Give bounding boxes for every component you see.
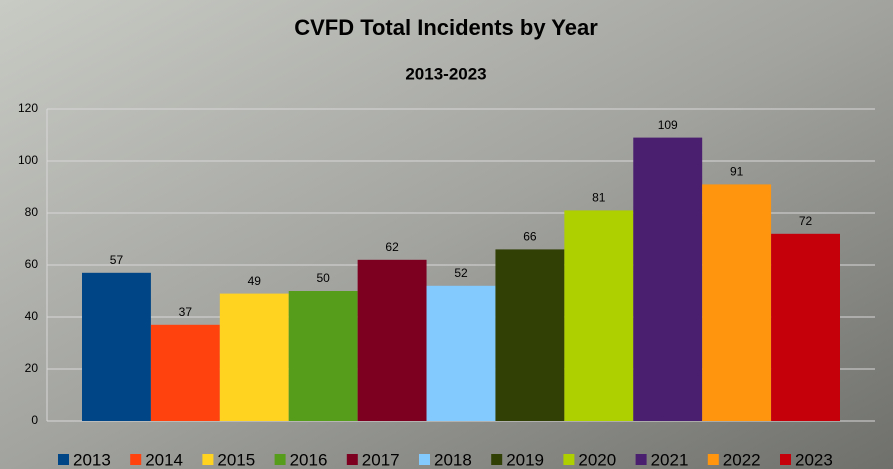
- legend-label: 2014: [145, 450, 183, 469]
- legend-swatch: [202, 454, 214, 465]
- value-label: 49: [248, 274, 262, 288]
- legend-swatch: [491, 454, 503, 465]
- legend-label: 2016: [290, 450, 328, 469]
- bar: [288, 291, 358, 421]
- legend-label: 2018: [434, 450, 472, 469]
- bar: [633, 137, 703, 421]
- y-tick-label: 120: [18, 101, 38, 115]
- chart-title: CVFD Total Incidents by Year: [294, 15, 598, 40]
- legend-label: 2019: [506, 450, 544, 469]
- bar: [426, 285, 496, 421]
- legend-swatch: [635, 454, 647, 465]
- legend-swatch: [780, 454, 791, 465]
- bar: [150, 324, 220, 421]
- value-label: 50: [317, 271, 331, 285]
- value-label: 66: [523, 230, 537, 244]
- y-tick-label: 0: [31, 413, 38, 427]
- legend-label: 2022: [723, 450, 761, 469]
- bar: [82, 272, 151, 421]
- value-label: 91: [730, 165, 744, 179]
- legend-label: 2023: [795, 450, 833, 469]
- legend-swatch: [58, 454, 69, 465]
- bar: [702, 184, 772, 421]
- legend-swatch: [130, 454, 142, 465]
- legend-swatch: [707, 454, 719, 465]
- bar: [771, 233, 840, 421]
- value-label: 62: [385, 240, 399, 254]
- legend-swatch: [419, 454, 430, 465]
- y-tick-label: 40: [25, 309, 39, 323]
- bar: [357, 259, 427, 421]
- value-label: 52: [454, 266, 468, 280]
- value-label: 81: [592, 191, 606, 205]
- bar: [564, 210, 634, 421]
- value-label: 72: [799, 214, 813, 228]
- legend-label: 2017: [362, 450, 400, 469]
- value-label: 109: [658, 118, 678, 132]
- value-label: 37: [179, 305, 193, 319]
- y-tick-label: 100: [18, 153, 38, 167]
- y-tick-label: 80: [25, 205, 39, 219]
- y-tick-label: 60: [25, 257, 39, 271]
- legend-label: 2020: [578, 450, 616, 469]
- legend-swatch: [346, 454, 358, 465]
- chart-subtitle: 2013-2023: [405, 64, 486, 83]
- value-label: 57: [110, 253, 124, 267]
- bar: [495, 249, 565, 421]
- legend-swatch: [563, 454, 575, 465]
- legend-label: 2015: [217, 450, 255, 469]
- legend-label: 2021: [651, 450, 689, 469]
- legend-label: 2013: [73, 450, 111, 469]
- y-tick-label: 20: [25, 361, 39, 375]
- legend-swatch: [274, 454, 286, 465]
- bar: [219, 293, 289, 421]
